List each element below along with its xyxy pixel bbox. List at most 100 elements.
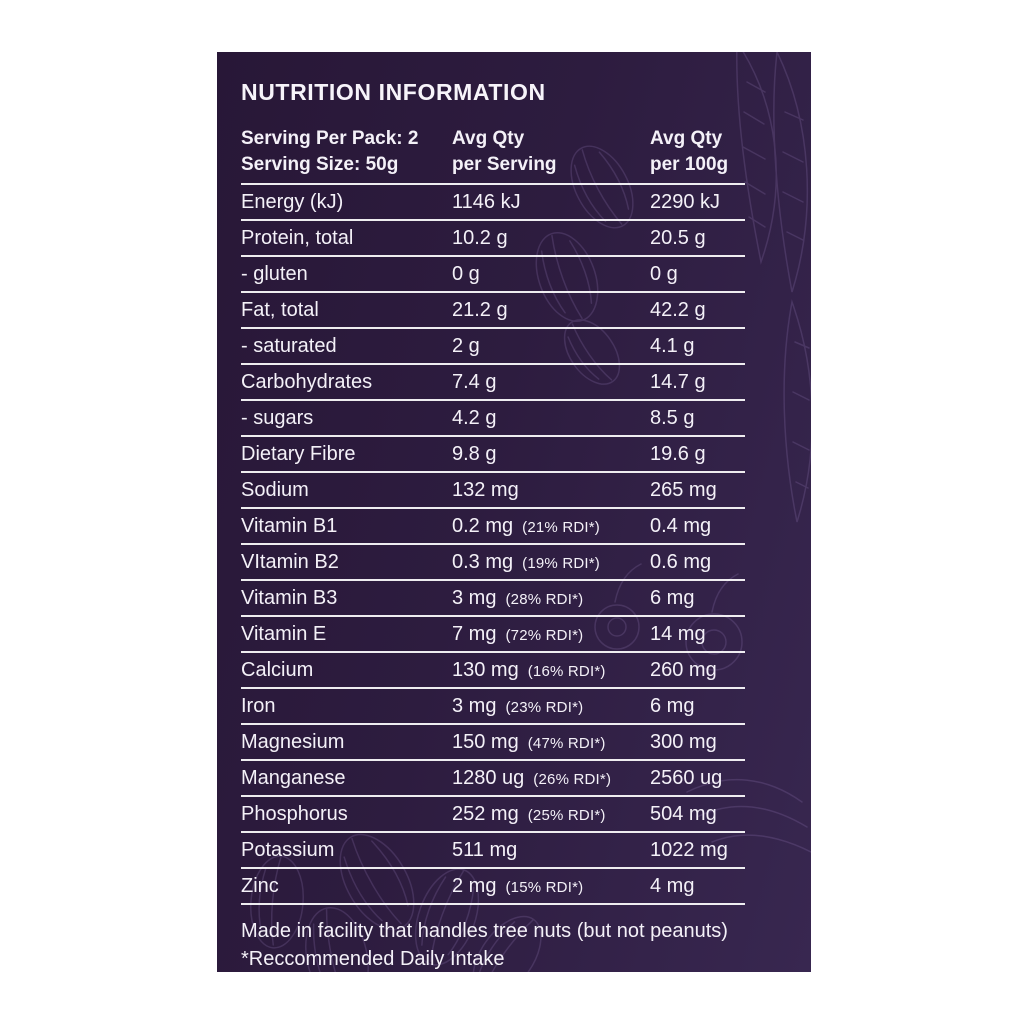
- per-serving-value: 4.2 g: [452, 407, 497, 430]
- per-serving-value: 511 mg: [452, 839, 518, 862]
- per-serving-cell: 3 mg (28% RDI*): [452, 587, 650, 610]
- per-serving-cell: 511 mg: [452, 839, 650, 862]
- table-row: Fat, total 21.2 g 42.2 g: [241, 293, 745, 330]
- per-100g-value: 2560 ug: [650, 767, 723, 790]
- per-serving-value: 252 mg: [452, 803, 519, 826]
- per-serving-value: 0.3 mg: [452, 551, 514, 574]
- table-row: Phosphorus 252 mg (25% RDI*) 504 mg: [241, 797, 745, 834]
- per-100g-value: 8.5 g: [650, 407, 695, 430]
- per-serving-value: 3 mg: [452, 587, 497, 610]
- per-serving-cell: 0 g: [452, 263, 650, 286]
- per-100g-value: 6 mg: [650, 587, 695, 610]
- per-serving-value: 1146 kJ: [452, 191, 521, 214]
- per-100g-value: 504 mg: [650, 803, 717, 826]
- nutrient-label: Potassium: [241, 839, 335, 862]
- serving-size: Serving Size: 50g: [241, 153, 399, 175]
- rdi-percentage: (15% RDI*): [505, 879, 584, 897]
- page-title: NUTRITION INFORMATION: [241, 79, 546, 105]
- per-serving-cell: 21.2 g: [452, 299, 650, 322]
- table-row: - gluten 0 g 0 g: [241, 257, 745, 294]
- nutrient-label: Protein, total: [241, 227, 354, 250]
- nutrient-label: Calcium: [241, 659, 314, 682]
- nutrient-label: - gluten: [241, 263, 308, 286]
- nutrient-label: Vitamin B1: [241, 515, 338, 538]
- nutrition-table: Energy (kJ) 1146 kJ 2290 kJ Protein, total 1…: [241, 185, 811, 906]
- per-serving-cell: 0.2 mg (21% RDI*): [452, 515, 650, 538]
- table-row: Zinc 2 mg (15% RDI*) 4 mg: [241, 869, 745, 906]
- per-serving-value: 21.2 g: [452, 299, 508, 322]
- per-serving-cell: 9.8 g: [452, 443, 650, 466]
- per-serving-cell: 10.2 g: [452, 227, 650, 250]
- rdi-percentage: (23% RDI*): [505, 699, 584, 717]
- nutrient-label: Manganese: [241, 767, 346, 790]
- rdi-percentage: (16% RDI*): [527, 663, 606, 681]
- per-serving-cell: 4.2 g: [452, 407, 650, 430]
- nutrient-label: Phosphorus: [241, 803, 348, 826]
- per-serving-value: 10.2 g: [452, 227, 508, 250]
- table-row: Carbohydrates 7.4 g 14.7 g: [241, 365, 745, 402]
- per-100g-value: 0 g: [650, 263, 678, 286]
- per-100g-value: 2290 kJ: [650, 191, 721, 214]
- serving-per-pack: Serving Per Pack: 2: [241, 128, 419, 149]
- table-row: Energy (kJ) 1146 kJ 2290 kJ: [241, 185, 745, 222]
- per-100g-value: 4.1 g: [650, 335, 695, 358]
- table-row: VItamin B2 0.3 mg (19% RDI*) 0.6 mg: [241, 545, 745, 582]
- table-row: Iron 3 mg (23% RDI*) 6 mg: [241, 689, 745, 726]
- per-serving-value: 9.8 g: [452, 443, 497, 466]
- table-row: Dietary Fibre 9.8 g 19.6 g: [241, 437, 745, 474]
- per-serving-cell: 150 mg (47% RDI*): [452, 731, 650, 754]
- per-100g-value: 0.4 mg: [650, 515, 712, 538]
- per-serving-cell: 1146 kJ: [452, 191, 650, 214]
- table-row: Vitamin B3 3 mg (28% RDI*) 6 mg: [241, 581, 745, 618]
- rdi-footnote: *Reccommended Daily Intake: [241, 948, 505, 971]
- per-serving-cell: 3 mg (23% RDI*): [452, 695, 650, 718]
- footnotes: Made in facility that handles tree nuts …: [241, 917, 801, 972]
- per-serving-value: 150 mg: [452, 731, 519, 754]
- table-row: Magnesium 150 mg (47% RDI*) 300 mg: [241, 725, 745, 762]
- per-serving-value: 7 mg: [452, 623, 497, 646]
- nutrient-label: - sugars: [241, 407, 314, 430]
- column-header-per-100g: Avg Qty per 100g: [650, 128, 729, 175]
- per-serving-value: 130 mg: [452, 659, 519, 682]
- table-row: Protein, total 10.2 g 20.5 g: [241, 221, 745, 258]
- table-row: Vitamin B1 0.2 mg (21% RDI*) 0.4 mg: [241, 509, 745, 546]
- nutrient-label: - saturated: [241, 335, 337, 358]
- allergen-note: Made in facility that handles tree nuts …: [241, 920, 728, 943]
- rdi-percentage: (72% RDI*): [505, 627, 584, 645]
- per-100g-value: 42.2 g: [650, 299, 706, 322]
- per-100g-value: 6 mg: [650, 695, 695, 718]
- nutrient-label: Vitamin E: [241, 623, 327, 646]
- per-100g-value: 1022 mg: [650, 839, 728, 862]
- per-serving-cell: 7.4 g: [452, 371, 650, 394]
- per-100g-value: 300 mg: [650, 731, 717, 754]
- per-serving-value: 7.4 g: [452, 371, 497, 394]
- table-row: Sodium 132 mg 265 mg: [241, 473, 745, 510]
- table-row: Potassium 511 mg 1022 mg: [241, 833, 745, 870]
- nutrient-label: Sodium: [241, 479, 309, 502]
- nutrient-label: VItamin B2: [241, 551, 339, 574]
- rdi-percentage: (25% RDI*): [527, 807, 606, 825]
- per-serving-value: 1280 ug: [452, 767, 525, 790]
- table-row: - sugars 4.2 g 8.5 g: [241, 401, 745, 438]
- nutrient-label: Zinc: [241, 875, 279, 898]
- nutrient-label: Energy (kJ): [241, 191, 344, 214]
- per-serving-cell: 2 g: [452, 335, 650, 358]
- per-serving-cell: 7 mg (72% RDI*): [452, 623, 650, 646]
- per-serving-cell: 130 mg (16% RDI*): [452, 659, 650, 682]
- serving-info: Serving Per Pack: 2 Serving Size: 50g: [241, 126, 452, 177]
- per-serving-value: 3 mg: [452, 695, 497, 718]
- nutrient-label: Vitamin B3: [241, 587, 338, 610]
- table-row: Manganese 1280 ug (26% RDI*) 2560 ug: [241, 761, 745, 798]
- table-row: - saturated 2 g 4.1 g: [241, 329, 745, 366]
- rdi-percentage: (19% RDI*): [522, 555, 601, 573]
- per-serving-cell: 1280 ug (26% RDI*): [452, 767, 650, 790]
- nutrient-label: Dietary Fibre: [241, 443, 356, 466]
- table-header: Serving Per Pack: 2 Serving Size: 50g Av…: [241, 126, 745, 186]
- label-content: NUTRITION INFORMATION Serving Per Pack: …: [217, 52, 811, 972]
- per-serving-cell: 252 mg (25% RDI*): [452, 803, 650, 826]
- table-row: Vitamin E 7 mg (72% RDI*) 14 mg: [241, 617, 745, 654]
- nutrient-label: Magnesium: [241, 731, 345, 754]
- nutrient-label: Iron: [241, 695, 276, 718]
- per-100g-value: 19.6 g: [650, 443, 706, 466]
